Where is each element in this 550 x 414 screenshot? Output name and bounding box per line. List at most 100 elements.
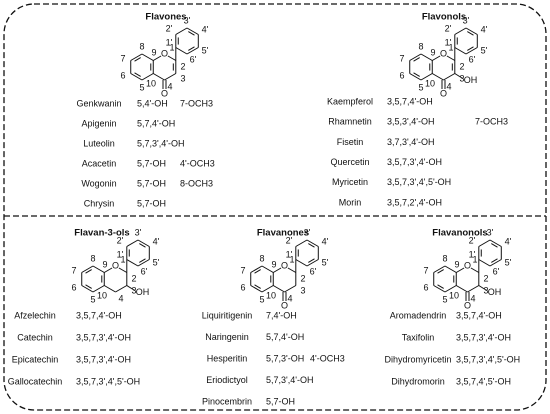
bond [306,239,319,247]
bond [295,259,308,267]
carbonyl-label: O [440,88,447,98]
compound-substituents: 3,5,7,4'-OH [387,96,433,106]
double-bond [413,57,420,62]
bond [489,239,502,247]
compound-substituents: 3,5,7,4'-OH [456,310,502,320]
bond [141,73,154,81]
bond [137,259,150,267]
atom-label: 5 [259,294,264,304]
compound-substituents: 5,7,4'-OH [266,332,304,342]
double-bond [188,31,195,36]
atom-label: 5' [153,257,160,267]
double-bond [308,243,315,248]
atom-label: 3' [135,227,142,237]
atom-label: 3' [487,227,494,237]
atom-label: 5' [481,45,488,55]
atom-label: 3 [131,285,136,295]
atom-label: 1' [469,249,476,259]
atom-label: 10 [425,78,435,88]
compound-name: Morin [339,197,362,207]
bond [261,265,274,273]
double-bond [85,284,92,289]
compound-substituents: 3,5,7,2',4'-OH [387,197,442,207]
atom-label: 8 [259,253,264,263]
atom-label: O [440,48,447,58]
double-bond [437,269,444,274]
bond [478,239,491,247]
compound-name: Taxifolin [402,332,435,342]
compound-substituents: 5,7-OH [137,158,166,168]
bond [186,47,199,55]
atom-label: 1' [166,37,173,47]
atom-label: 7 [423,265,428,275]
bond [250,265,263,273]
oxygen-mask [280,262,289,270]
bond [126,259,139,267]
compound-extra: 8-OCH3 [180,178,213,188]
atom-label: 8 [90,253,95,263]
atom-label: 6' [493,266,500,276]
bond [81,285,94,293]
atom-label: 1 [120,254,125,264]
double-bond [491,243,498,248]
double-bond [437,284,444,289]
bond [467,285,480,293]
bond [175,27,188,35]
atom-label: 9 [454,259,459,269]
compound-substituents: 3,7,3',4'-OH [387,137,434,147]
compound-substituents: 3,5,7,3',4'-OH [76,332,131,342]
compound-substituents: 3,5,7,3',4'-OH [456,332,511,342]
bond [126,239,139,247]
bond [420,73,433,81]
bond [456,285,468,293]
compound-substituents: 3,5,7,3',4'-OH [76,354,131,364]
atom-label: 3 [300,285,305,295]
atom-label: 4 [470,293,475,303]
oxygen-mask [463,262,472,270]
compound-substituents: 3,5,7,4'-OH [76,310,122,320]
bond [454,73,464,79]
atom-label: O [112,260,119,270]
bond [306,259,319,267]
double-bond [467,31,474,36]
section-title: Flavones [145,12,186,23]
compound-substituents: 5,7,3',4'-OH [266,375,313,385]
atom-label: 2' [286,235,293,245]
atom-label: 6' [310,266,317,276]
bond [444,265,457,273]
atom-label: 4' [153,236,160,246]
compound-extra: 4'-OCH3 [180,158,215,168]
atom-label: 6 [399,70,404,80]
bond [115,285,128,293]
atom-label: 5 [90,294,95,304]
atom-label: 6 [71,282,76,292]
bond [153,73,165,81]
compound-name: Liquiritigenin [202,310,253,320]
atom-label: 10 [266,290,276,300]
bond [250,285,263,293]
double-bond [139,258,146,263]
bond [130,53,143,61]
atom-label: 1 [169,42,174,52]
atom-label: 2 [459,61,464,71]
bond [454,47,467,55]
atom-label: 7 [240,265,245,275]
bond [137,239,150,247]
bond [409,73,422,81]
bond [433,285,446,293]
bond [141,53,154,61]
bond [126,285,136,291]
compound-name: Myricetin [332,177,368,187]
bond [261,285,274,293]
compound-name: Gallocatechin [8,376,63,386]
compound-substituents: 5,4'-OH [137,98,168,108]
compound-name: Wogonin [81,178,116,188]
bond [420,53,433,61]
oxygen-mask [160,50,169,58]
bond [409,53,422,61]
atom-label: O [281,260,288,270]
compound-name: Chrysin [84,198,115,208]
bond [465,27,478,35]
double-bond [134,57,141,62]
